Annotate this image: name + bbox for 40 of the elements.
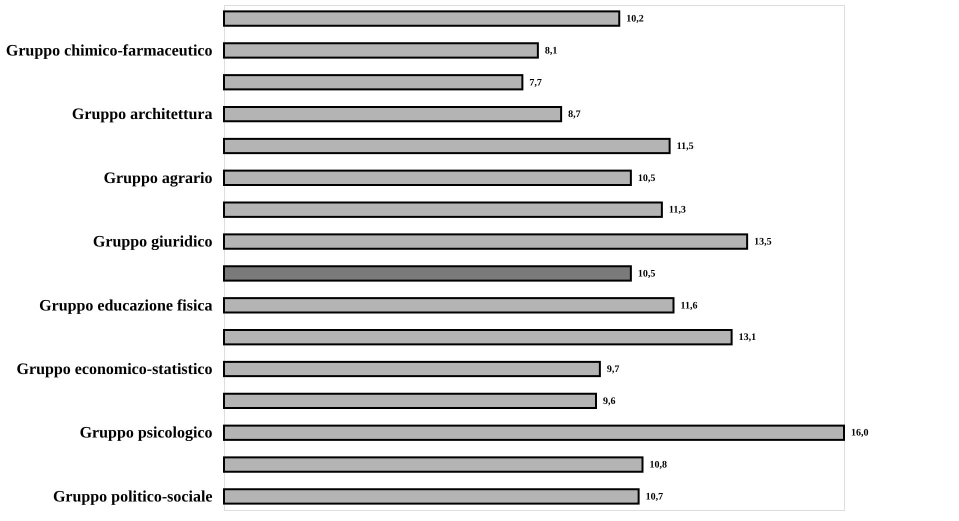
- data-label: 10,8: [650, 460, 667, 471]
- y-tick-label: Gruppo educazione fisica: [39, 297, 212, 314]
- data-label: 8,1: [544, 45, 558, 56]
- bar: [223, 328, 733, 346]
- bar: [223, 74, 524, 90]
- data-label: 9,7: [606, 364, 620, 376]
- bar: [223, 265, 632, 282]
- bar: [223, 10, 620, 27]
- data-label: 10,5: [638, 268, 656, 280]
- data-label: 7,7: [529, 77, 542, 88]
- y-tick-label: Gruppo agrario: [104, 170, 212, 187]
- bar: [223, 138, 671, 154]
- y-tick-label: Gruppo architettura: [72, 106, 212, 124]
- bar: [223, 360, 601, 378]
- bar: [223, 456, 644, 473]
- data-label: 9,6: [603, 396, 616, 407]
- bar: [223, 106, 562, 122]
- data-label: 13,1: [738, 332, 756, 344]
- bar: [223, 424, 845, 441]
- data-label: 16,0: [851, 428, 868, 439]
- bar: [223, 42, 539, 59]
- bar: [223, 170, 632, 186]
- bar: [223, 233, 748, 250]
- bar: [223, 488, 640, 505]
- y-tick-label: Gruppo chimico-farmaceutico: [6, 42, 212, 60]
- data-label: 10,5: [638, 172, 656, 184]
- bar: [223, 392, 597, 410]
- y-tick-label: Gruppo politico-sociale: [52, 488, 212, 506]
- bar: [223, 297, 674, 314]
- data-label: 13,5: [754, 236, 772, 248]
- data-label: 11,5: [676, 140, 694, 152]
- data-label: 10,2: [626, 14, 644, 25]
- y-tick-label: Gruppo psicologico: [80, 424, 212, 442]
- y-tick-label: Gruppo giuridico: [92, 234, 212, 251]
- data-label: 8,7: [568, 109, 581, 120]
- bar: [223, 202, 663, 218]
- y-tick-label: Gruppo economico-statistico: [16, 361, 212, 378]
- data-label: 11,3: [668, 204, 686, 216]
- data-label: 11,6: [680, 300, 698, 312]
- data-label: 10,7: [646, 491, 664, 502]
